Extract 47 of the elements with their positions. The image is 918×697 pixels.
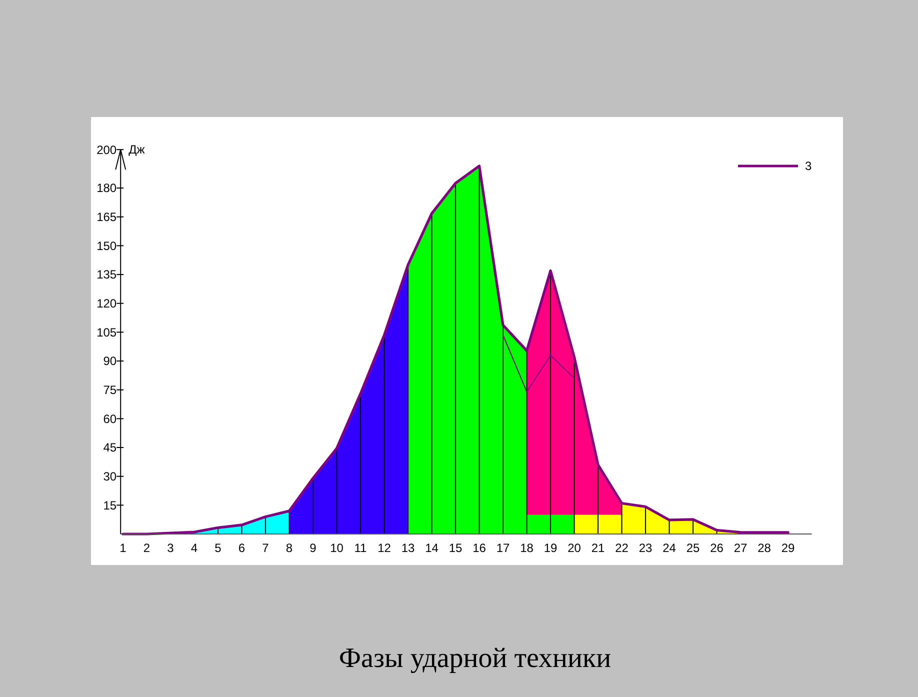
x-tick-label: 1 (120, 541, 127, 555)
x-tick-label: 13 (401, 541, 415, 555)
legend-label: 3 (805, 159, 812, 174)
x-tick-label: 12 (378, 541, 392, 555)
x-tick-label: 22 (615, 541, 629, 555)
x-tick-label: 10 (330, 541, 344, 555)
x-tick-label: 29 (781, 541, 796, 555)
x-tick-label: 7 (262, 541, 270, 555)
y-tick-label: 45 (103, 440, 117, 455)
x-tick-label: 15 (448, 541, 463, 555)
y-tick-label: 200 (96, 142, 117, 157)
x-tick-label: 4 (190, 541, 198, 555)
y-tick-label: 105 (96, 325, 117, 340)
x-tick-label: 27 (734, 541, 748, 555)
x-tick-label: 3 (167, 541, 174, 555)
y-tick-label: 15 (103, 498, 117, 512)
x-tick-label: 16 (472, 541, 486, 555)
text: Фазы ударной техники (338, 643, 612, 674)
line-series (122, 164, 790, 536)
x-tick-label: 19 (544, 541, 558, 555)
x-tick-label: 8 (286, 541, 293, 555)
y-axis-title: Дж (128, 142, 145, 157)
x-tick-label: 11 (354, 541, 368, 555)
y-tick-label: 90 (103, 354, 117, 368)
y-tick-label: 30 (103, 470, 117, 484)
x-tick-label: 20 (568, 541, 582, 555)
y-tick-label: 165 (96, 210, 117, 224)
x-tick-label: 26 (710, 541, 724, 555)
x-tick-label: 18 (520, 541, 534, 555)
x-tick-label: 17 (496, 541, 510, 555)
y-tick-label: 60 (103, 412, 117, 426)
x-tick-label: 21 (591, 541, 606, 555)
y-tick-label: 135 (96, 268, 117, 282)
x-tick-label: 2 (143, 541, 150, 555)
x-tick-label: 25 (686, 541, 700, 555)
y-tick-label: 120 (96, 296, 117, 311)
x-tick-label: 24 (662, 541, 676, 555)
x-tick-label: 28 (758, 541, 772, 555)
x-tick-label: 23 (638, 541, 653, 555)
y-tick-label: 150 (96, 238, 117, 253)
x-tick-label: 9 (310, 541, 317, 555)
y-tick-label: 75 (103, 383, 117, 398)
x-tick-label: 14 (425, 541, 439, 555)
y-tick-label: 180 (96, 181, 117, 196)
x-tick-label: 5 (214, 541, 222, 555)
x-tick-label: 6 (238, 541, 246, 555)
line-series (502, 334, 575, 392)
